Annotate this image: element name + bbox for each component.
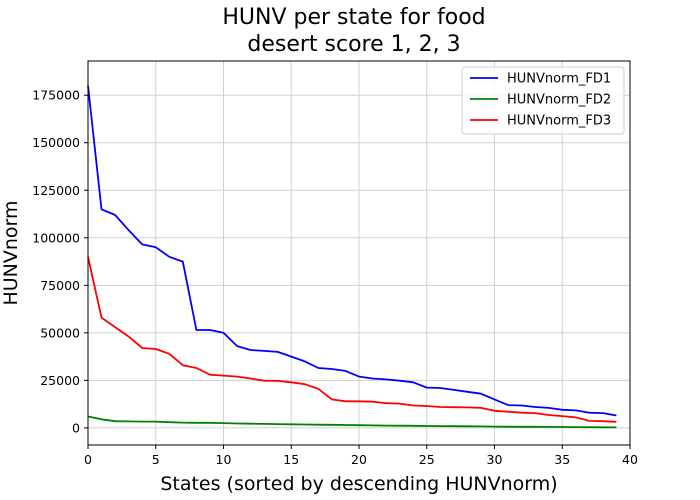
x-tick-label: 10 (216, 452, 232, 467)
data-series (87, 85, 617, 429)
x-tick-label: 20 (351, 452, 367, 467)
y-tick-label: 150000 (32, 135, 80, 150)
series-line-hunvnorm-fd2 (87, 415, 617, 429)
legend: HUNVnorm_FD1 HUNVnorm_FD2 HUNVnorm_FD3 (461, 66, 625, 135)
y-tick-label: 175000 (32, 88, 80, 103)
chart-title-line-2: desert score 1, 2, 3 (247, 32, 460, 57)
legend-label: HUNVnorm_FD1 (507, 72, 611, 87)
x-tick-label: 0 (84, 452, 92, 467)
legend-label: HUNVnorm_FD3 (507, 114, 611, 129)
y-tick-label: 125000 (32, 183, 80, 198)
y-axis-label: HUNVnorm (0, 200, 22, 305)
y-tick-label: 50000 (40, 325, 80, 340)
chart-title-line-1: HUNV per state for food (222, 5, 485, 30)
x-tick-label: 30 (487, 452, 503, 467)
x-axis-ticks: 0 5 10 15 20 25 30 35 40 (84, 445, 638, 467)
y-tick-label: 75000 (40, 278, 80, 293)
legend-label: HUNVnorm_FD2 (507, 93, 611, 108)
y-axis-ticks: 0 25000 50000 75000 100000 125000 150000 175000 (32, 88, 88, 435)
x-tick-label: 35 (554, 452, 570, 467)
y-tick-label: 25000 (40, 373, 80, 388)
x-tick-label: 5 (152, 452, 160, 467)
y-tick-label: 0 (72, 420, 80, 435)
grid-lines (87, 61, 631, 445)
x-tick-label: 15 (283, 452, 299, 467)
x-axis-label: States (sorted by descending HUNVnorm) (160, 473, 557, 495)
legend-box (461, 66, 625, 135)
series-line-hunvnorm-fd1 (87, 85, 617, 417)
series-line-hunvnorm-fd3 (87, 256, 617, 423)
x-tick-label: 25 (419, 452, 435, 467)
y-tick-label: 100000 (32, 230, 80, 245)
x-tick-label: 40 (622, 452, 638, 467)
